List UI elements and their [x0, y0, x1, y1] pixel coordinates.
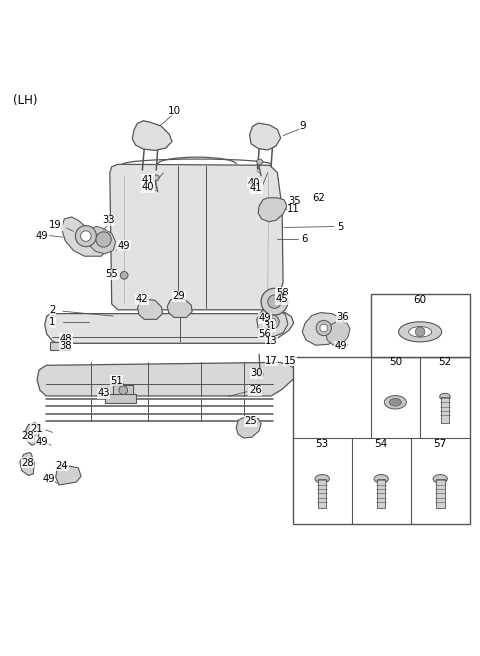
Circle shape: [257, 371, 263, 377]
Polygon shape: [302, 313, 346, 345]
Polygon shape: [45, 313, 294, 343]
Text: 49: 49: [259, 314, 271, 323]
Circle shape: [415, 327, 425, 337]
Polygon shape: [250, 123, 281, 150]
Text: 49: 49: [118, 241, 131, 251]
Text: 36: 36: [336, 312, 349, 323]
Text: 25: 25: [244, 417, 257, 426]
Text: 28: 28: [21, 431, 34, 441]
Circle shape: [154, 175, 159, 180]
Text: 28: 28: [21, 458, 34, 468]
Text: 6: 6: [301, 234, 307, 245]
Text: 49: 49: [334, 341, 347, 351]
Polygon shape: [37, 363, 299, 396]
Circle shape: [257, 159, 263, 165]
Text: 38: 38: [60, 340, 72, 351]
Bar: [377, 479, 385, 508]
Text: 49: 49: [42, 474, 55, 483]
Text: 13: 13: [265, 337, 278, 346]
Text: 15: 15: [283, 356, 296, 365]
Text: 30: 30: [250, 369, 263, 379]
Circle shape: [96, 232, 111, 247]
Text: 48: 48: [60, 333, 72, 344]
Text: 33: 33: [102, 215, 115, 225]
Bar: [105, 394, 136, 403]
Text: 17: 17: [265, 356, 278, 365]
Text: 21: 21: [31, 424, 44, 434]
Text: 41: 41: [250, 183, 263, 194]
Text: 62: 62: [312, 193, 325, 203]
Polygon shape: [87, 226, 116, 254]
Text: 43: 43: [97, 388, 110, 398]
Polygon shape: [257, 308, 288, 337]
Text: 40: 40: [142, 182, 155, 192]
Text: 31: 31: [264, 321, 276, 331]
Polygon shape: [24, 422, 39, 445]
Ellipse shape: [408, 327, 432, 337]
Polygon shape: [20, 453, 34, 476]
Text: 29: 29: [172, 291, 185, 301]
Text: 35: 35: [288, 195, 301, 206]
Text: 50: 50: [389, 358, 402, 367]
Circle shape: [316, 320, 331, 336]
Bar: [436, 479, 444, 508]
Text: 10: 10: [168, 106, 180, 115]
Text: 9: 9: [300, 121, 307, 131]
Text: 5: 5: [337, 222, 344, 232]
Text: 1: 1: [49, 318, 56, 327]
Polygon shape: [61, 217, 107, 256]
Text: 26: 26: [249, 385, 262, 395]
Text: 42: 42: [135, 295, 148, 304]
Text: 2: 2: [49, 305, 56, 315]
Ellipse shape: [398, 322, 442, 342]
Text: 58: 58: [276, 287, 288, 298]
Ellipse shape: [384, 396, 407, 409]
Text: 49: 49: [36, 438, 48, 447]
Text: 55: 55: [105, 270, 118, 279]
Text: 53: 53: [315, 439, 329, 449]
Bar: [318, 479, 326, 508]
Circle shape: [320, 324, 327, 332]
Polygon shape: [258, 198, 287, 222]
Ellipse shape: [374, 474, 388, 483]
Polygon shape: [132, 121, 172, 150]
Text: 54: 54: [374, 439, 388, 449]
Polygon shape: [326, 322, 350, 345]
Text: 11: 11: [287, 204, 300, 215]
Circle shape: [120, 272, 128, 279]
Bar: [441, 397, 449, 423]
Ellipse shape: [389, 398, 401, 406]
Bar: [113, 386, 133, 395]
Text: 52: 52: [438, 358, 452, 367]
Bar: [371, 295, 470, 357]
Polygon shape: [167, 298, 192, 318]
Bar: [49, 342, 70, 350]
Ellipse shape: [433, 474, 447, 483]
Text: 51: 51: [110, 376, 123, 386]
Text: 24: 24: [56, 461, 68, 471]
Circle shape: [75, 226, 96, 247]
Circle shape: [266, 315, 279, 329]
Circle shape: [81, 231, 91, 241]
Polygon shape: [236, 417, 261, 438]
Bar: [293, 357, 470, 524]
Polygon shape: [56, 465, 81, 485]
Ellipse shape: [440, 394, 450, 400]
Ellipse shape: [315, 474, 329, 483]
Text: 56: 56: [259, 329, 271, 338]
Text: 57: 57: [433, 439, 447, 449]
Circle shape: [261, 288, 288, 315]
Text: 41: 41: [142, 174, 155, 184]
Polygon shape: [138, 299, 162, 319]
Text: 49: 49: [35, 231, 48, 241]
Text: 45: 45: [276, 295, 288, 304]
Circle shape: [269, 318, 276, 325]
Text: 60: 60: [414, 295, 427, 305]
Circle shape: [268, 295, 281, 308]
Text: (LH): (LH): [12, 94, 37, 107]
Text: 19: 19: [49, 220, 62, 230]
Polygon shape: [110, 164, 283, 310]
Text: 40: 40: [247, 178, 260, 188]
Circle shape: [119, 386, 128, 394]
